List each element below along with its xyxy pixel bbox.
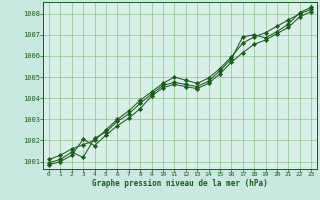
X-axis label: Graphe pression niveau de la mer (hPa): Graphe pression niveau de la mer (hPa) (92, 179, 268, 188)
